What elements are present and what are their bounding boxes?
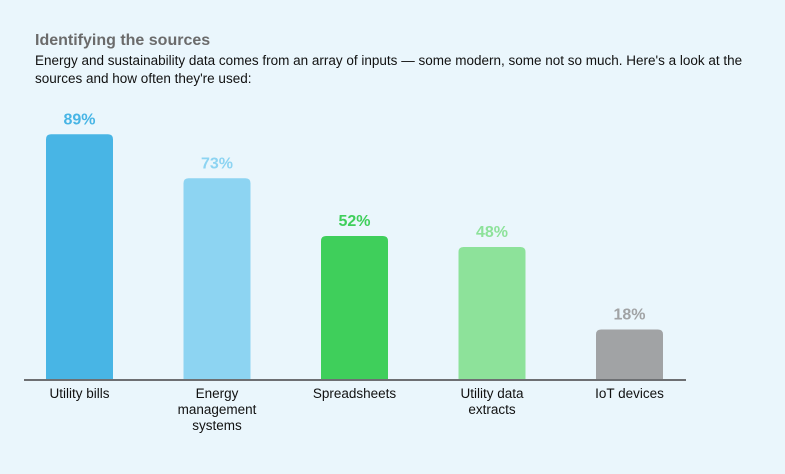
chart-subtitle: Energy and sustainability data comes fro… — [35, 53, 743, 86]
category-label-energy-management-systems: Energy management systems — [178, 386, 257, 433]
bar-energy-management-systems — [183, 178, 251, 379]
value-label-spreadsheets: 52% — [338, 213, 370, 230]
bar-utility-bills — [46, 134, 113, 379]
bar-iot-devices — [596, 329, 663, 379]
value-label-utility-bills: 89% — [63, 111, 95, 128]
bar-utility-data-extracts — [458, 247, 526, 379]
category-label-iot-devices: IoT devices — [595, 386, 664, 401]
chart-title: Identifying the sources — [35, 32, 211, 49]
value-label-iot-devices: 18% — [613, 307, 645, 324]
value-label-energy-management-systems: 73% — [201, 155, 233, 172]
category-label-utility-bills: Utility bills — [49, 386, 109, 401]
category-label-spreadsheets: Spreadsheets — [313, 386, 397, 401]
value-label-utility-data-extracts: 48% — [476, 224, 508, 241]
category-label-utility-data-extracts: Utility data extracts — [460, 386, 524, 417]
bar-spreadsheets — [321, 236, 388, 379]
